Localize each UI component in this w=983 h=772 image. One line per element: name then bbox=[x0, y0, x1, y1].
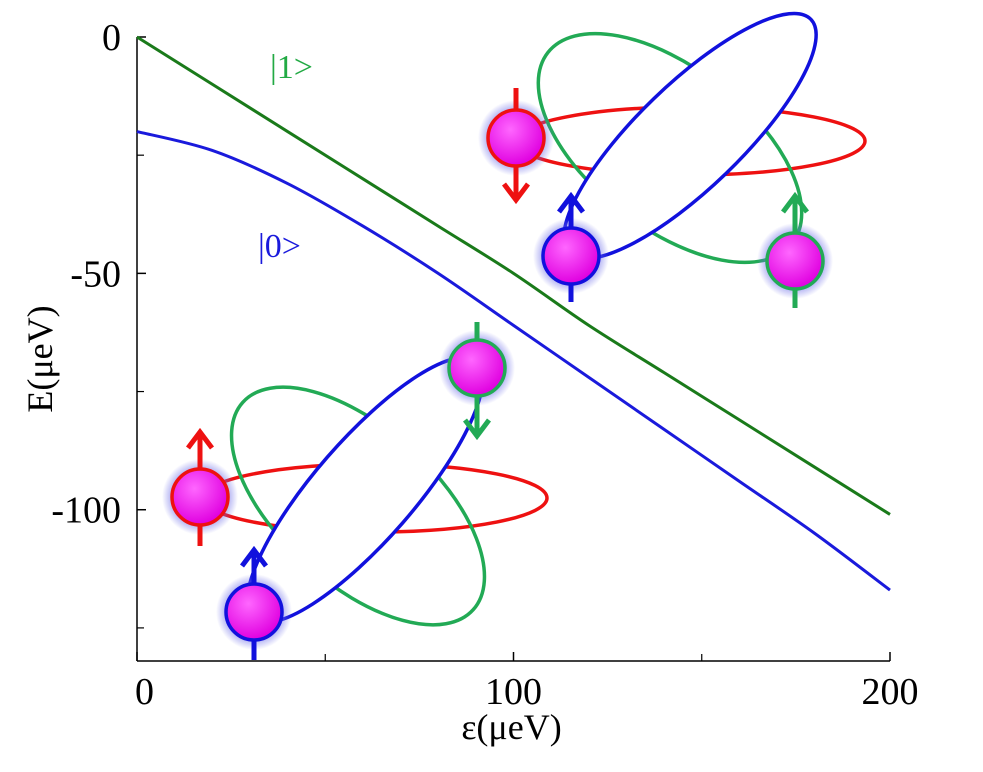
axes bbox=[136, 36, 891, 662]
spin-diagram-lower bbox=[162, 322, 549, 660]
particle-red bbox=[486, 108, 546, 168]
spin-diagram-upper bbox=[478, 11, 867, 308]
y-axis-title: E(μeV) bbox=[20, 305, 60, 412]
particle-blue bbox=[224, 582, 284, 642]
x-tick-label: 100 bbox=[485, 671, 542, 713]
curves bbox=[136, 35, 891, 592]
series-line-1 bbox=[136, 130, 891, 592]
particle-green bbox=[447, 338, 507, 398]
state-label-1: |0> bbox=[258, 228, 301, 265]
particle-green bbox=[765, 231, 825, 291]
arrow-head-down-green bbox=[463, 418, 491, 441]
state-label-0: |1> bbox=[270, 49, 313, 86]
arrow-head-up-green bbox=[781, 191, 809, 214]
x-tick-label: 200 bbox=[862, 671, 919, 713]
arrow-head-up-blue bbox=[240, 545, 268, 568]
particle-red bbox=[170, 467, 230, 527]
arrow-head-up-red bbox=[186, 427, 214, 450]
series-line-0 bbox=[136, 35, 891, 516]
arrow-head-up-blue bbox=[557, 191, 585, 214]
y-tick-label: -100 bbox=[51, 490, 121, 532]
y-tick-label: 0 bbox=[102, 17, 121, 59]
labels: 0 -50 -100 0 100 200 ε(μeV) E(μeV) |1> |0> bbox=[20, 17, 919, 747]
y-tick-label: -50 bbox=[70, 253, 121, 295]
x-tick-label: 0 bbox=[135, 671, 154, 713]
particle-blue bbox=[541, 226, 601, 286]
x-axis-title: ε(μeV) bbox=[461, 707, 561, 747]
arrow-head-down-red bbox=[502, 182, 530, 205]
